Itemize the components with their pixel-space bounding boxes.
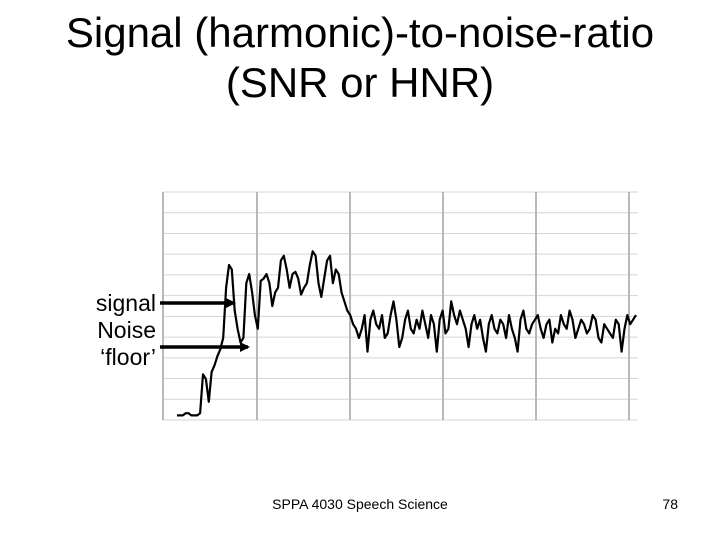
label-floor: ‘floor’ — [100, 344, 156, 370]
footer-course: SPPA 4030 Speech Science — [272, 496, 448, 512]
label-signal: signal — [95, 290, 156, 316]
page-number: 78 — [662, 496, 678, 512]
slide-title: Signal (harmonic)-to-noise-ratio (SNR or… — [0, 8, 720, 108]
chart-grid — [162, 191, 638, 421]
title-line-2: (SNR or HNR) — [225, 59, 495, 106]
title-line-1: Signal (harmonic)-to-noise-ratio — [65, 9, 655, 56]
annotation-labels: signal Noise ‘floor’ — [60, 290, 156, 371]
series-line — [177, 250, 637, 417]
label-noise: Noise — [97, 317, 156, 343]
